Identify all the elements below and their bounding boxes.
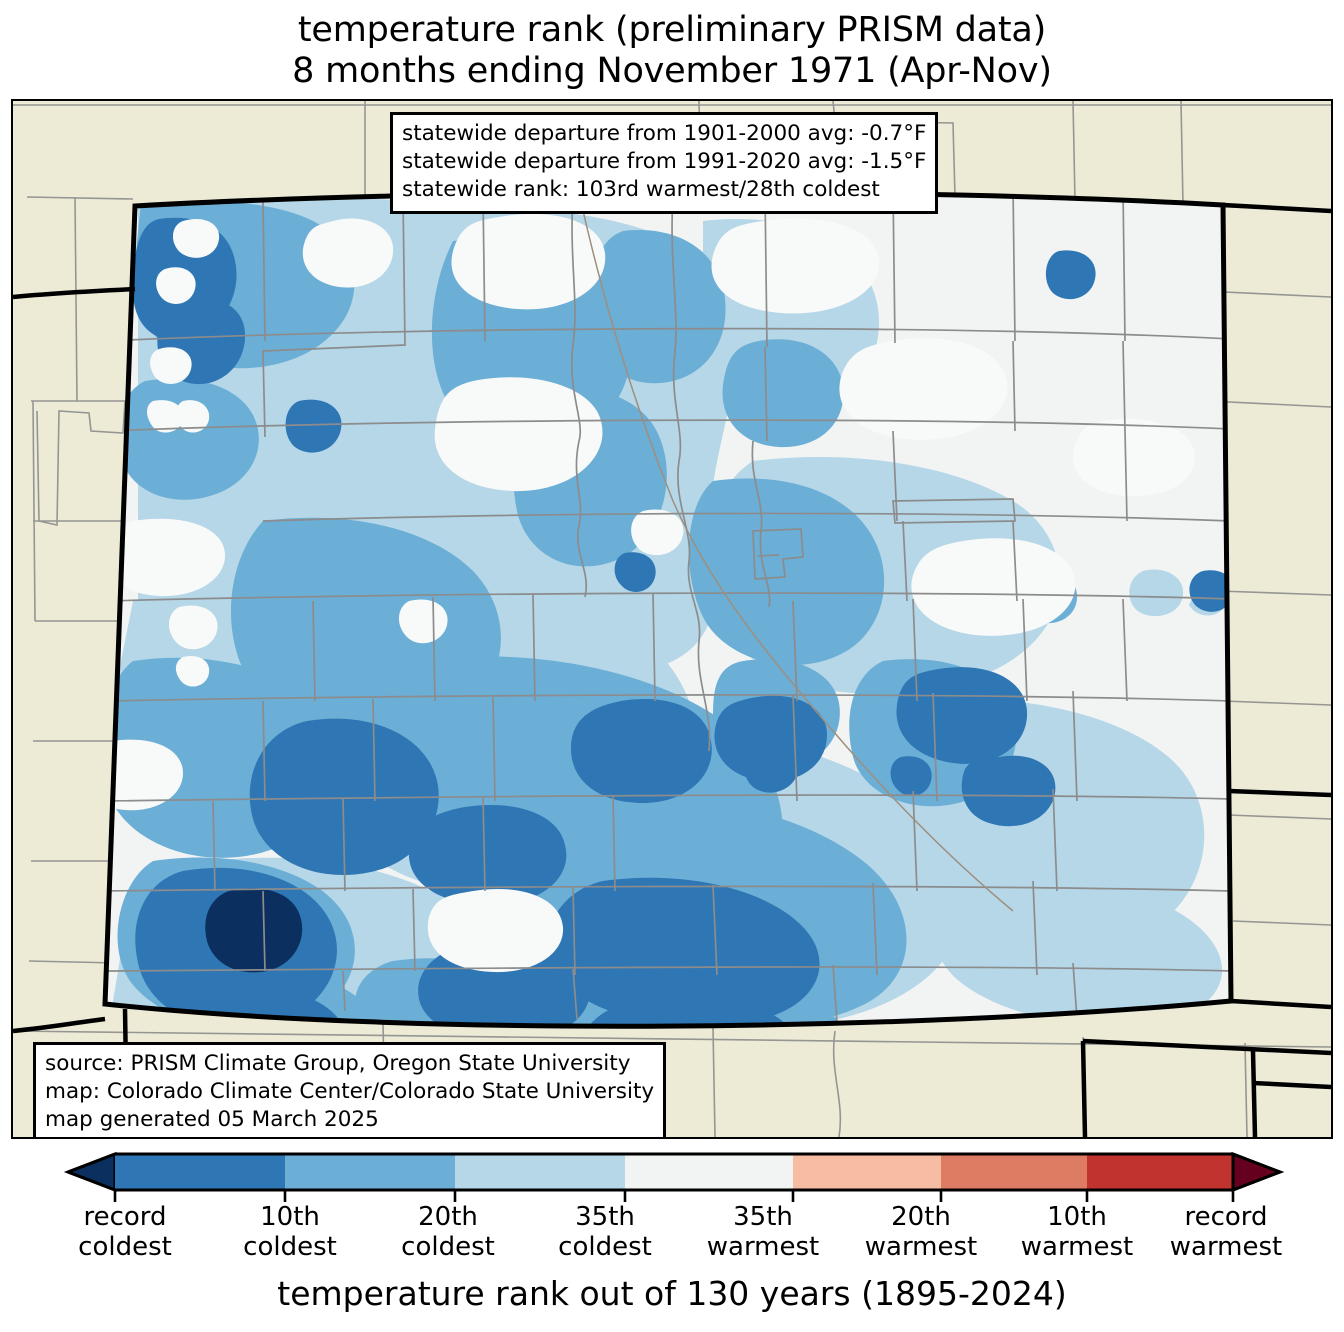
stat-statewide-rank: statewide rank: 103rd warmest/28th colde… bbox=[402, 176, 880, 202]
map-credit-line: map: Colorado Climate Center/Colorado St… bbox=[45, 1078, 655, 1104]
colorbar-label-6: 10th warmest bbox=[1020, 1202, 1134, 1262]
colorbar-label-1: 10th coldest bbox=[243, 1202, 337, 1262]
page-title: temperature rank (preliminary PRISM data… bbox=[0, 10, 1344, 91]
colorbar-segment-5 bbox=[793, 1154, 941, 1190]
source-credits-box: source: PRISM Climate Group, Oregon Stat… bbox=[33, 1042, 667, 1137]
colorbar-cap-high bbox=[1231, 1151, 1285, 1193]
source-line: source: PRISM Climate Group, Oregon Stat… bbox=[45, 1051, 631, 1076]
map-generated-line: map generated 05 March 2025 bbox=[45, 1106, 379, 1132]
colorado-county-lines bbox=[105, 192, 1231, 1024]
colorbar-segment-2 bbox=[285, 1154, 455, 1190]
colorbar-segment-4 bbox=[625, 1154, 793, 1190]
colorbar-label-0: record coldest bbox=[78, 1202, 172, 1262]
colorbar-segment-7 bbox=[1087, 1154, 1233, 1190]
title-line-1: temperature rank (preliminary PRISM data… bbox=[297, 10, 1047, 50]
colorbar-tick-labels: record coldest 10th coldest 20th coldest… bbox=[0, 1202, 1344, 1263]
colorbar-segment-6 bbox=[941, 1154, 1087, 1190]
colorbar-caption: temperature rank out of 130 years (1895-… bbox=[277, 1274, 1067, 1313]
colorbar-label-7: record warmest bbox=[1169, 1202, 1283, 1262]
colorbar-svg bbox=[63, 1151, 1285, 1202]
statewide-stats-box: statewide departure from 1901-2000 avg: … bbox=[390, 112, 939, 214]
colorbar-label-5: 20th warmest bbox=[864, 1202, 978, 1262]
map-svg bbox=[13, 101, 1331, 1137]
colorbar-label-4: 35th warmest bbox=[706, 1202, 820, 1262]
title-line-2: 8 months ending November 1971 (Apr-Nov) bbox=[292, 50, 1052, 91]
colorbar-cap-low bbox=[63, 1151, 117, 1193]
temperature-rank-contours bbox=[105, 192, 1231, 1027]
colorbar-segment-1 bbox=[115, 1154, 285, 1190]
colorbar-ticks bbox=[113, 1190, 1235, 1202]
stat-departure-1901-2000: statewide departure from 1901-2000 avg: … bbox=[402, 121, 927, 146]
colorbar-segment-3 bbox=[455, 1154, 625, 1190]
colorbar bbox=[0, 1142, 1344, 1202]
neighboring-state-borders bbox=[13, 202, 1331, 1137]
colorbar-label-3: 35th coldest bbox=[558, 1202, 652, 1262]
stat-departure-1991-2020: statewide departure from 1991-2020 avg: … bbox=[402, 148, 927, 174]
contour-record-coldest bbox=[205, 888, 303, 973]
colorbar-label-2: 20th coldest bbox=[401, 1202, 495, 1262]
colorado-temperature-rank-map: statewide departure from 1901-2000 avg: … bbox=[11, 99, 1333, 1139]
